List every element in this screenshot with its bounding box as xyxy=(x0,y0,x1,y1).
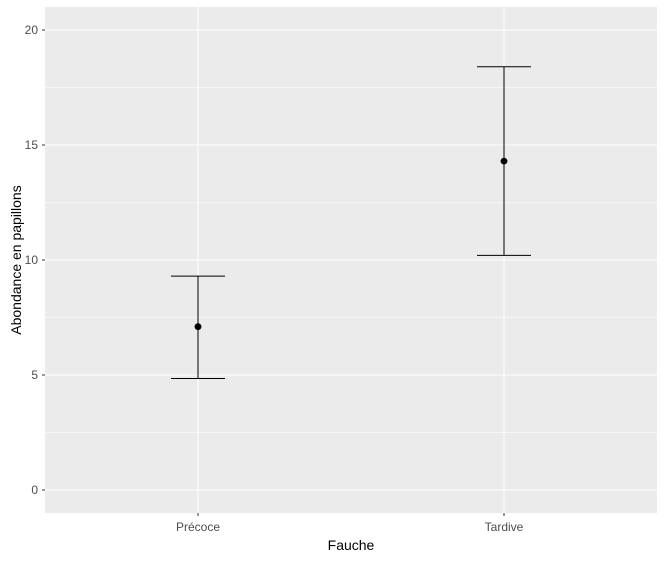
mean-point xyxy=(194,323,202,331)
y-tick-label: 15 xyxy=(25,138,39,152)
mean-point xyxy=(500,157,508,165)
y-axis-title: Abondance en papillons xyxy=(8,185,24,334)
x-axis-title: Fauche xyxy=(328,537,375,553)
y-axis-ticks: 0 5 10 15 20 xyxy=(25,23,45,497)
y-tick-label: 20 xyxy=(25,23,39,37)
x-tick-label: Tardive xyxy=(485,520,524,534)
minor-gridlines xyxy=(45,87,657,433)
y-tick-label: 0 xyxy=(31,483,38,497)
x-axis-ticks: Précoce Tardive xyxy=(176,513,524,534)
y-tick-label: 10 xyxy=(25,253,39,267)
x-tick-label: Précoce xyxy=(176,520,220,534)
y-tick-label: 5 xyxy=(31,368,38,382)
data-marks xyxy=(171,66,531,379)
